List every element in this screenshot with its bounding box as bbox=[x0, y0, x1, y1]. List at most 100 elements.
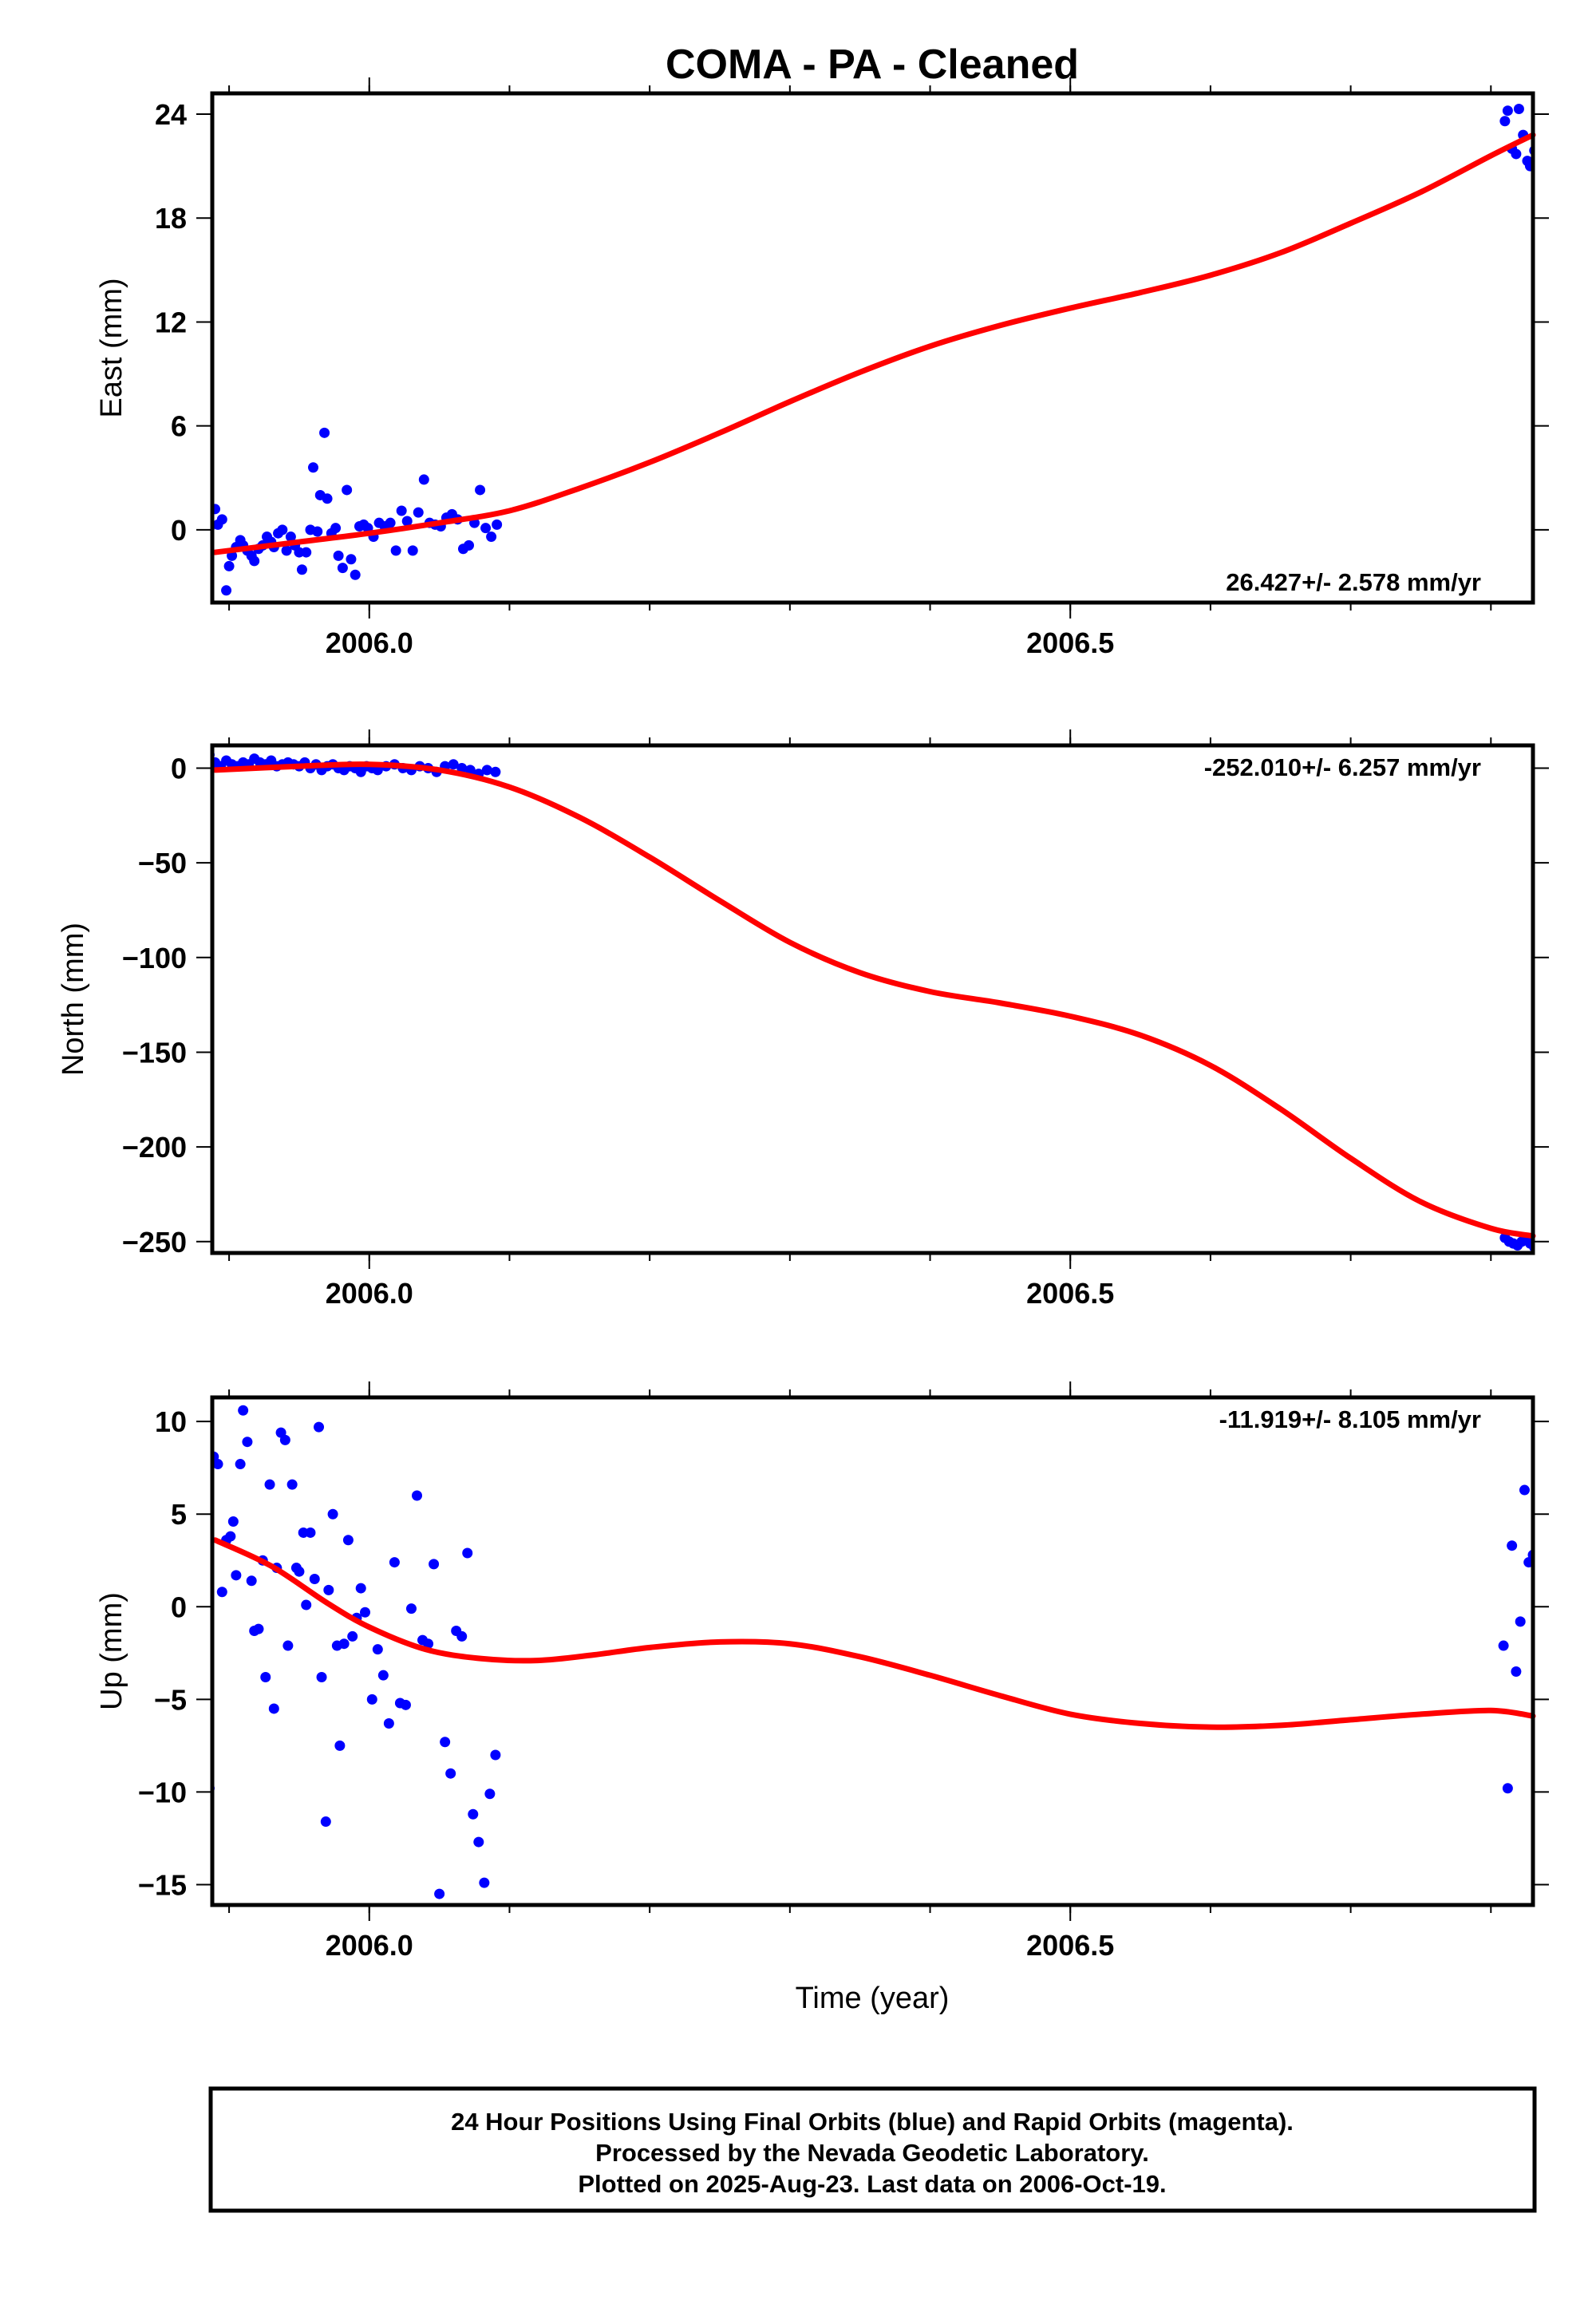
up-data-point bbox=[1507, 1540, 1518, 1551]
up-data-point bbox=[1515, 1616, 1526, 1627]
east-y-tick-label: 18 bbox=[155, 202, 187, 235]
east-data-point bbox=[1511, 148, 1522, 160]
up-data-point bbox=[1523, 1557, 1533, 1568]
up-data-point bbox=[238, 1405, 249, 1416]
up-x-tick-label: 2006.0 bbox=[326, 1929, 413, 1962]
up-data-point bbox=[377, 1670, 389, 1681]
east-data-point bbox=[475, 484, 486, 496]
up-y-tick-label: −10 bbox=[138, 1776, 187, 1808]
up-data-point bbox=[355, 1583, 366, 1594]
east-data-point bbox=[464, 539, 475, 551]
up-data-point bbox=[264, 1479, 275, 1490]
east-data-point bbox=[407, 545, 418, 556]
east-y-axis-label: East (mm) bbox=[95, 278, 128, 417]
east-data-point bbox=[212, 504, 221, 515]
up-data-point bbox=[473, 1836, 484, 1848]
up-rate-text: -11.919+/- 8.105 mm/yr bbox=[1219, 1405, 1481, 1433]
north-data-point bbox=[481, 765, 492, 776]
up-data-point bbox=[400, 1699, 411, 1710]
up-data-point bbox=[389, 1557, 400, 1568]
up-data-point bbox=[225, 1531, 236, 1542]
east-data-point bbox=[1524, 160, 1533, 172]
up-data-point bbox=[347, 1630, 358, 1642]
up-data-point bbox=[268, 1703, 279, 1714]
east-data-point bbox=[223, 560, 235, 571]
east-data-point bbox=[333, 550, 344, 561]
north-y-tick-label: −150 bbox=[122, 1036, 187, 1069]
north-x-tick-label: 2006.5 bbox=[1026, 1277, 1114, 1310]
east-data-point bbox=[249, 555, 260, 567]
up-data-point bbox=[235, 1459, 246, 1470]
east-data-point bbox=[277, 524, 288, 536]
east-data-point bbox=[486, 532, 497, 543]
up-y-tick-label: −15 bbox=[138, 1868, 187, 1901]
up-data-point bbox=[1502, 1783, 1513, 1794]
up-data-point bbox=[246, 1575, 257, 1587]
north-data-point bbox=[490, 766, 501, 777]
up-data-point bbox=[462, 1547, 473, 1559]
east-data-point bbox=[301, 547, 312, 558]
up-data-point bbox=[286, 1479, 298, 1490]
up-data-point bbox=[301, 1599, 312, 1611]
up-y-axis-label: Up (mm) bbox=[95, 1592, 128, 1710]
north-y-tick-label: 0 bbox=[171, 752, 187, 785]
up-data-point bbox=[383, 1718, 394, 1729]
north-y-axis-label: North (mm) bbox=[57, 923, 90, 1076]
up-data-point bbox=[227, 1516, 239, 1528]
up-data-point bbox=[253, 1623, 264, 1634]
up-panel: 2006.0 2006.5 10 5 0 −5 −10 −15 Up (mm) -11.919+/… bbox=[95, 1381, 1549, 1962]
east-data-point bbox=[396, 505, 407, 516]
east-rate-text: 26.427+/- 2.578 mm/yr bbox=[1226, 568, 1481, 596]
up-data-point bbox=[309, 1573, 320, 1584]
north-y-tick-label: −250 bbox=[122, 1226, 187, 1259]
north-panel: 2006.0 2006.5 0 −50 −100 −150 −200 −250 North (m… bbox=[57, 729, 1549, 1310]
east-data-point bbox=[296, 564, 307, 575]
up-data-point bbox=[484, 1788, 496, 1800]
plot-title: COMA - PA - Cleaned bbox=[666, 41, 1079, 88]
east-data-point bbox=[285, 532, 296, 543]
east-data-point bbox=[1499, 116, 1511, 127]
east-data-point bbox=[281, 545, 292, 556]
up-data-point bbox=[445, 1768, 456, 1779]
up-data-point bbox=[260, 1671, 271, 1682]
up-data-point bbox=[305, 1527, 316, 1538]
up-data-point bbox=[1511, 1666, 1522, 1678]
east-data-point bbox=[330, 523, 342, 534]
east-data-point bbox=[221, 585, 232, 596]
up-data-point bbox=[279, 1434, 290, 1445]
up-data-point bbox=[323, 1584, 334, 1595]
up-data-point bbox=[456, 1630, 468, 1642]
east-data-point bbox=[1513, 104, 1524, 115]
north-rate-text: -252.010+/- 6.257 mm/yr bbox=[1204, 753, 1481, 781]
east-data-point bbox=[418, 474, 429, 485]
up-plot-frame bbox=[210, 1395, 1535, 1907]
footer-line-2: Processed by the Nevada Geodetic Laborat… bbox=[595, 2139, 1149, 2167]
up-x-tick-label: 2006.5 bbox=[1026, 1929, 1114, 1962]
up-y-tick-label: 10 bbox=[155, 1405, 187, 1438]
up-data-point bbox=[342, 1535, 354, 1546]
up-data-point bbox=[320, 1816, 331, 1828]
east-y-tick-label: 6 bbox=[171, 410, 187, 443]
up-data-point bbox=[412, 1490, 423, 1501]
north-x-tick-label: 2006.0 bbox=[326, 1277, 413, 1310]
up-data-point bbox=[242, 1437, 253, 1448]
up-data-point bbox=[314, 1421, 325, 1433]
north-data-point bbox=[456, 762, 468, 773]
east-data-point bbox=[307, 462, 318, 473]
east-data-point bbox=[216, 514, 227, 525]
footer-line-3: Plotted on 2025-Aug-23. Last data on 200… bbox=[578, 2170, 1166, 2198]
east-data-point bbox=[480, 523, 492, 534]
north-fit-line bbox=[212, 761, 1536, 1239]
east-data-point bbox=[312, 526, 323, 537]
east-plot-frame bbox=[210, 91, 1535, 605]
east-y-tick-label: 12 bbox=[155, 306, 187, 338]
up-data-point bbox=[327, 1508, 338, 1520]
up-data-point bbox=[212, 1459, 223, 1470]
up-y-tick-label: 5 bbox=[171, 1498, 187, 1531]
east-y-tick-label: 24 bbox=[155, 98, 187, 131]
east-x-tick-label: 2006.0 bbox=[326, 626, 413, 659]
east-x-tick-label: 2006.5 bbox=[1026, 626, 1114, 659]
up-data-point bbox=[338, 1638, 350, 1650]
up-data-point bbox=[282, 1640, 294, 1651]
